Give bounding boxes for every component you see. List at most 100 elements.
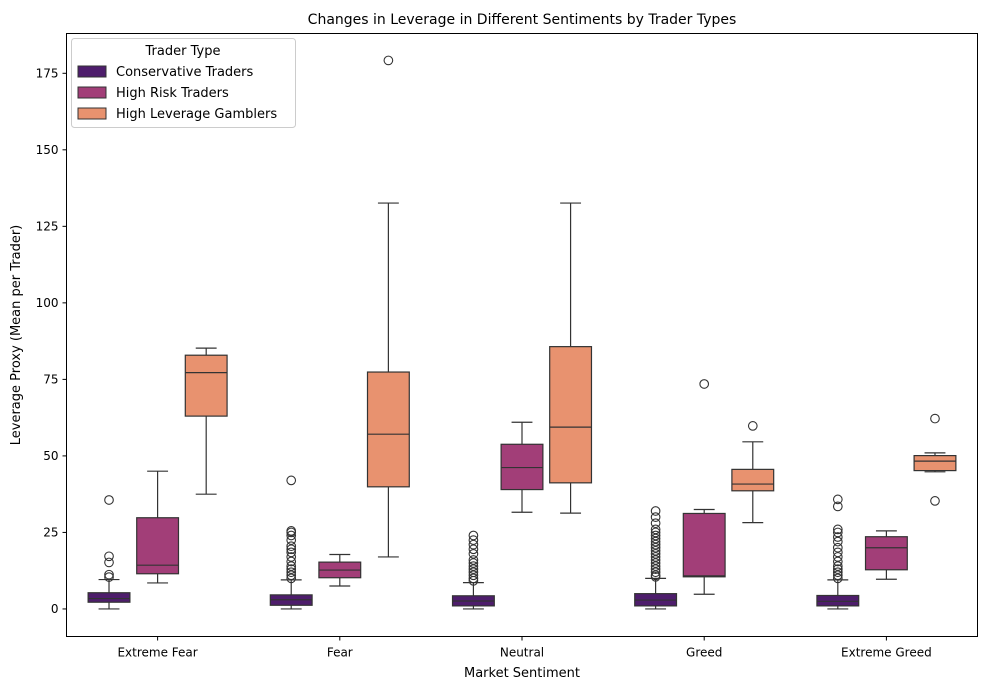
- outlier-point: [468, 564, 479, 575]
- y-tick-label: 125: [36, 219, 59, 233]
- outlier-point: [104, 557, 114, 568]
- outlier-point: [930, 496, 940, 506]
- legend-swatch: [77, 86, 107, 99]
- outlier-point: [468, 539, 479, 550]
- outlier-point: [832, 542, 843, 553]
- box-iqr: [816, 594, 860, 607]
- outlier-point: [286, 552, 297, 562]
- outlier-point: [650, 567, 661, 578]
- y-tick-label: 150: [36, 143, 59, 157]
- outlier-point: [650, 558, 661, 568]
- outlier-point: [650, 533, 661, 544]
- legend-swatch: [77, 107, 107, 120]
- outlier-point: [832, 527, 843, 538]
- outlier-point: [468, 570, 479, 581]
- outlier-point: [468, 535, 479, 545]
- outlier-point: [832, 524, 843, 535]
- y-tick-label: 0: [51, 602, 59, 616]
- x-tick-label: Fear: [327, 646, 353, 660]
- outlier-point: [104, 572, 114, 582]
- outlier-point: [650, 536, 661, 547]
- outlier-point: [286, 530, 297, 541]
- outlier-point: [286, 570, 297, 581]
- outlier-point: [832, 556, 843, 567]
- outlier-point: [832, 552, 843, 562]
- box-high-leverage-gamblers-4: [913, 413, 957, 506]
- box-iqr: [864, 536, 908, 571]
- outlier-point: [286, 564, 297, 575]
- outlier-point: [468, 567, 479, 578]
- box-iqr: [366, 371, 410, 488]
- box-iqr: [682, 512, 726, 578]
- box-iqr: [913, 455, 957, 472]
- legend-frame: [71, 38, 296, 128]
- outlier-point: [650, 539, 661, 550]
- outlier-point: [286, 561, 297, 571]
- legend-entry-label: High Risk Traders: [116, 86, 229, 101]
- y-axis-label: Leverage Proxy (Mean per Trader): [9, 225, 24, 446]
- box-conservative-traders-4: [816, 494, 860, 610]
- legend: Trader Type Conservative Traders High Ris…: [71, 38, 296, 128]
- box-high-risk-traders-2: [500, 421, 544, 513]
- outlier-point: [747, 421, 758, 431]
- outlier-point: [832, 547, 843, 558]
- outlier-point: [383, 55, 394, 66]
- outlier-point: [286, 556, 297, 567]
- box-high-risk-traders-0: [136, 470, 180, 584]
- x-axis: Extreme Fear Fear Neutral Greed Extreme Gree…: [117, 636, 932, 660]
- box-conservative-traders-3: [634, 506, 678, 610]
- legend-title: Trader Type: [145, 44, 221, 59]
- box-iqr: [731, 468, 775, 492]
- outlier-point: [832, 570, 843, 581]
- x-tick-label: Extreme Fear: [117, 646, 197, 660]
- outlier-point: [468, 573, 479, 584]
- x-tick-label: Neutral: [500, 646, 544, 660]
- outlier-point: [832, 536, 843, 547]
- outlier-point: [468, 555, 479, 565]
- outlier-point: [650, 549, 661, 559]
- y-tick-label: 50: [43, 449, 58, 463]
- y-axis: 0 25 50 75 100 125 150 175: [36, 66, 67, 616]
- outlier-point: [832, 561, 843, 571]
- box-conservative-traders-2: [451, 530, 495, 610]
- outlier-point: [286, 573, 297, 584]
- outlier-point: [286, 475, 297, 486]
- outlier-point: [650, 545, 661, 556]
- box-high-leverage-gamblers-3: [731, 421, 775, 524]
- box-iqr: [500, 443, 544, 491]
- box-iqr: [87, 592, 131, 603]
- outlier-point: [468, 561, 479, 571]
- box-conservative-traders-0: [87, 495, 131, 610]
- box-iqr: [184, 354, 228, 417]
- outlier-point: [104, 569, 114, 580]
- outlier-point: [104, 495, 114, 505]
- x-tick-label: Extreme Greed: [841, 646, 932, 660]
- y-tick-label: 100: [36, 296, 59, 310]
- chart-title: Changes in Leverage in Different Sentime…: [308, 12, 737, 28]
- box-high-risk-traders-3: [682, 379, 726, 595]
- outlier-point: [104, 551, 114, 562]
- outlier-point: [650, 552, 661, 562]
- box-iqr: [549, 346, 593, 484]
- legend-swatch: [77, 65, 107, 78]
- x-tick-label: Greed: [686, 646, 722, 660]
- box-high-leverage-gamblers-2: [549, 202, 593, 514]
- box-high-leverage-gamblers-0: [184, 347, 228, 495]
- outlier-point: [286, 547, 297, 558]
- outlier-point: [650, 564, 661, 575]
- outlier-point: [650, 527, 661, 538]
- plot-area: [87, 55, 957, 610]
- box-high-risk-traders-1: [318, 553, 362, 587]
- y-tick-label: 75: [43, 372, 58, 386]
- outlier-point: [650, 570, 661, 581]
- outlier-point: [286, 544, 297, 555]
- outlier-point: [650, 512, 661, 522]
- outlier-point: [468, 544, 479, 555]
- outlier-point: [832, 573, 843, 584]
- outlier-point: [650, 518, 661, 529]
- outlier-point: [699, 379, 710, 389]
- y-tick-label: 175: [36, 66, 59, 80]
- outlier-point: [468, 558, 479, 568]
- x-axis-label: Market Sentiment: [464, 666, 580, 681]
